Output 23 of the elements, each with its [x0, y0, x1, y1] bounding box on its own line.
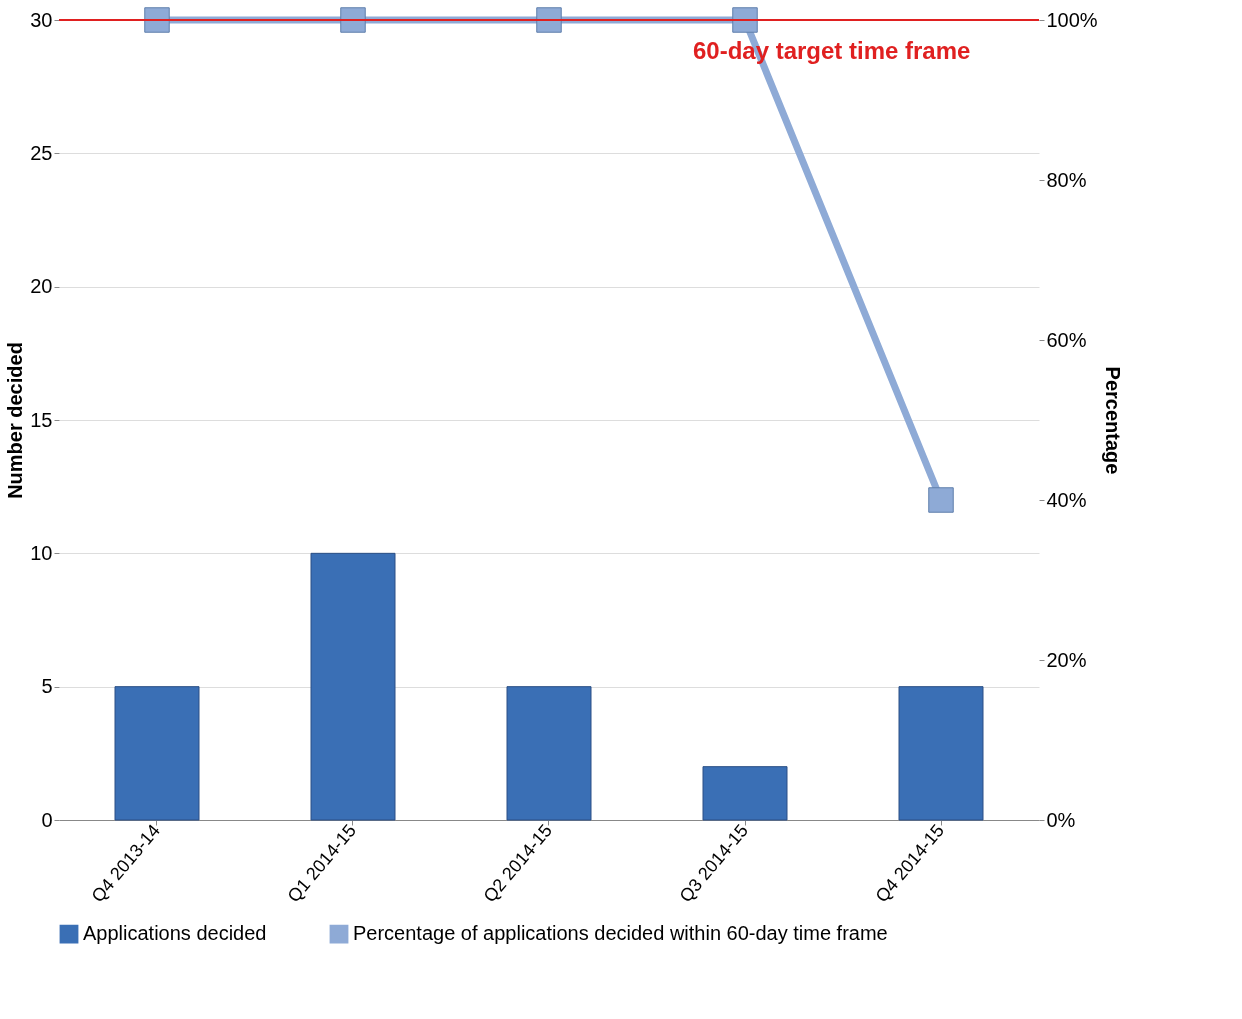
bar — [310, 552, 396, 821]
bar — [898, 686, 984, 821]
y-tick-label: 25 — [30, 141, 53, 164]
y2-tick-label: 100% — [1046, 8, 1098, 31]
legend-label: Applications decided — [83, 922, 267, 945]
y2-tick-label: 80% — [1046, 168, 1087, 191]
y2-tick-label: 0% — [1046, 808, 1076, 831]
y-tick-label: 30 — [30, 8, 53, 31]
y-tick-label: 10 — [30, 541, 53, 564]
y2-axis-title: Percentage — [1101, 366, 1124, 475]
bar — [114, 686, 200, 821]
y2-tick-label: 20% — [1046, 648, 1087, 671]
y-tick-label: 20 — [30, 275, 53, 298]
y-tick-label: 15 — [30, 408, 53, 431]
bar — [506, 686, 592, 821]
ref-line-label: 60-day target time frame — [692, 37, 971, 64]
y-tick-label: 5 — [41, 675, 53, 698]
y-tick-label: 0 — [41, 808, 53, 831]
bar — [702, 766, 788, 821]
y2-tick-label: 40% — [1046, 488, 1087, 511]
y2-tick-label: 60% — [1046, 328, 1087, 351]
y-axis-title: Number decided — [4, 342, 27, 499]
legend-label: Percentage of applications decided within 60-day time frame — [353, 922, 888, 945]
